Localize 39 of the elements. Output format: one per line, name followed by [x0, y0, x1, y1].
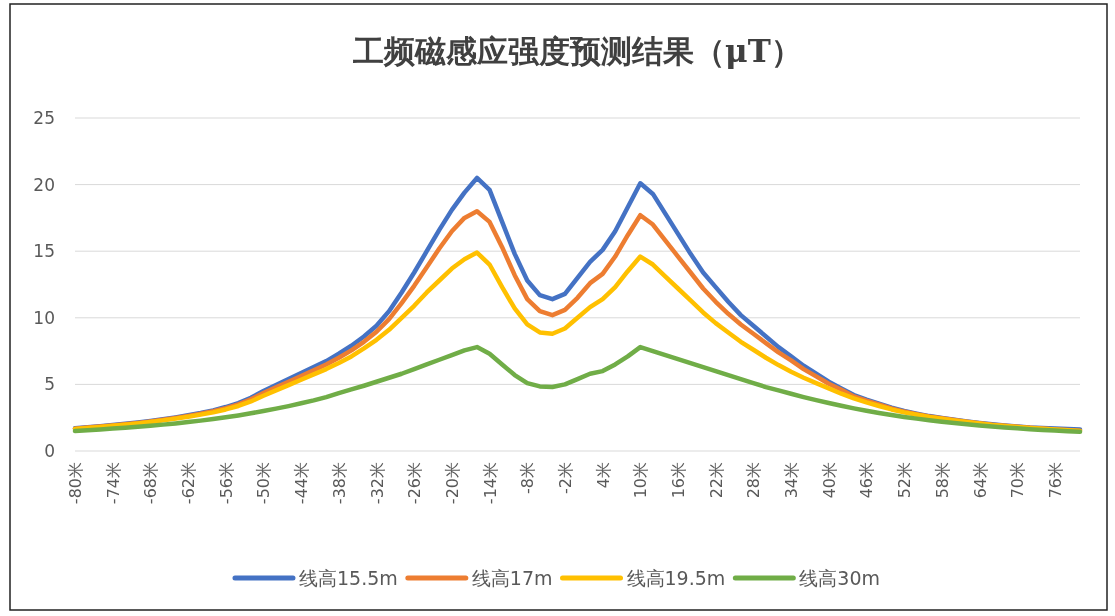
x-tick-label: -8米 [518, 462, 538, 494]
y-tick-label: 15 [33, 241, 55, 262]
x-tick-label: 52米 [895, 462, 915, 499]
x-tick-label: 70米 [1008, 462, 1028, 499]
x-tick-label: -20米 [442, 462, 462, 505]
x-tick-label: 28米 [744, 462, 764, 499]
chart-title: 工频磁感应强度预测结果（μT） [352, 33, 802, 69]
x-tick-label: -50米 [254, 462, 274, 505]
y-tick-label: 25 [33, 108, 55, 128]
x-tick-label: 58米 [932, 462, 952, 499]
x-tick-label: 4米 [593, 462, 613, 489]
x-tick-label: -56米 [216, 462, 236, 505]
x-tick-label: 46米 [857, 462, 877, 499]
y-tick-label: 5 [44, 374, 55, 395]
line-series [72, 344, 1083, 435]
y-tick-label: 0 [44, 441, 55, 461]
y-tick-label: 10 [33, 307, 55, 328]
x-tick-label: -80米 [66, 462, 85, 505]
x-tick-label: -62米 [179, 462, 199, 505]
x-tick-label: 16米 [669, 462, 688, 499]
x-tick-label: -14米 [480, 462, 500, 505]
legend-label: 线高15.5m [298, 567, 398, 589]
x-tick-label: 22米 [706, 462, 726, 499]
x-tick-label: 76米 [1045, 462, 1065, 499]
legend-label: 线高30m [799, 567, 881, 589]
x-tick-label: -74米 [103, 462, 123, 505]
x-tick-label: -26米 [405, 462, 425, 505]
x-tick-label: -68米 [141, 462, 161, 505]
y-tick-label: 20 [33, 174, 55, 195]
x-tick-label: -2米 [555, 462, 575, 494]
x-tick-label: 10米 [631, 462, 651, 499]
x-tick-label: -32米 [367, 462, 387, 505]
legend-label: 线高19.5m [626, 567, 726, 589]
x-tick-label: -38米 [329, 462, 349, 505]
x-tick-label: 34米 [782, 462, 802, 499]
x-tick-label: 40米 [819, 462, 839, 499]
x-tick-label: 64米 [970, 462, 990, 499]
x-tick-label: -44米 [292, 462, 312, 505]
legend-label: 线高17m [471, 567, 553, 589]
